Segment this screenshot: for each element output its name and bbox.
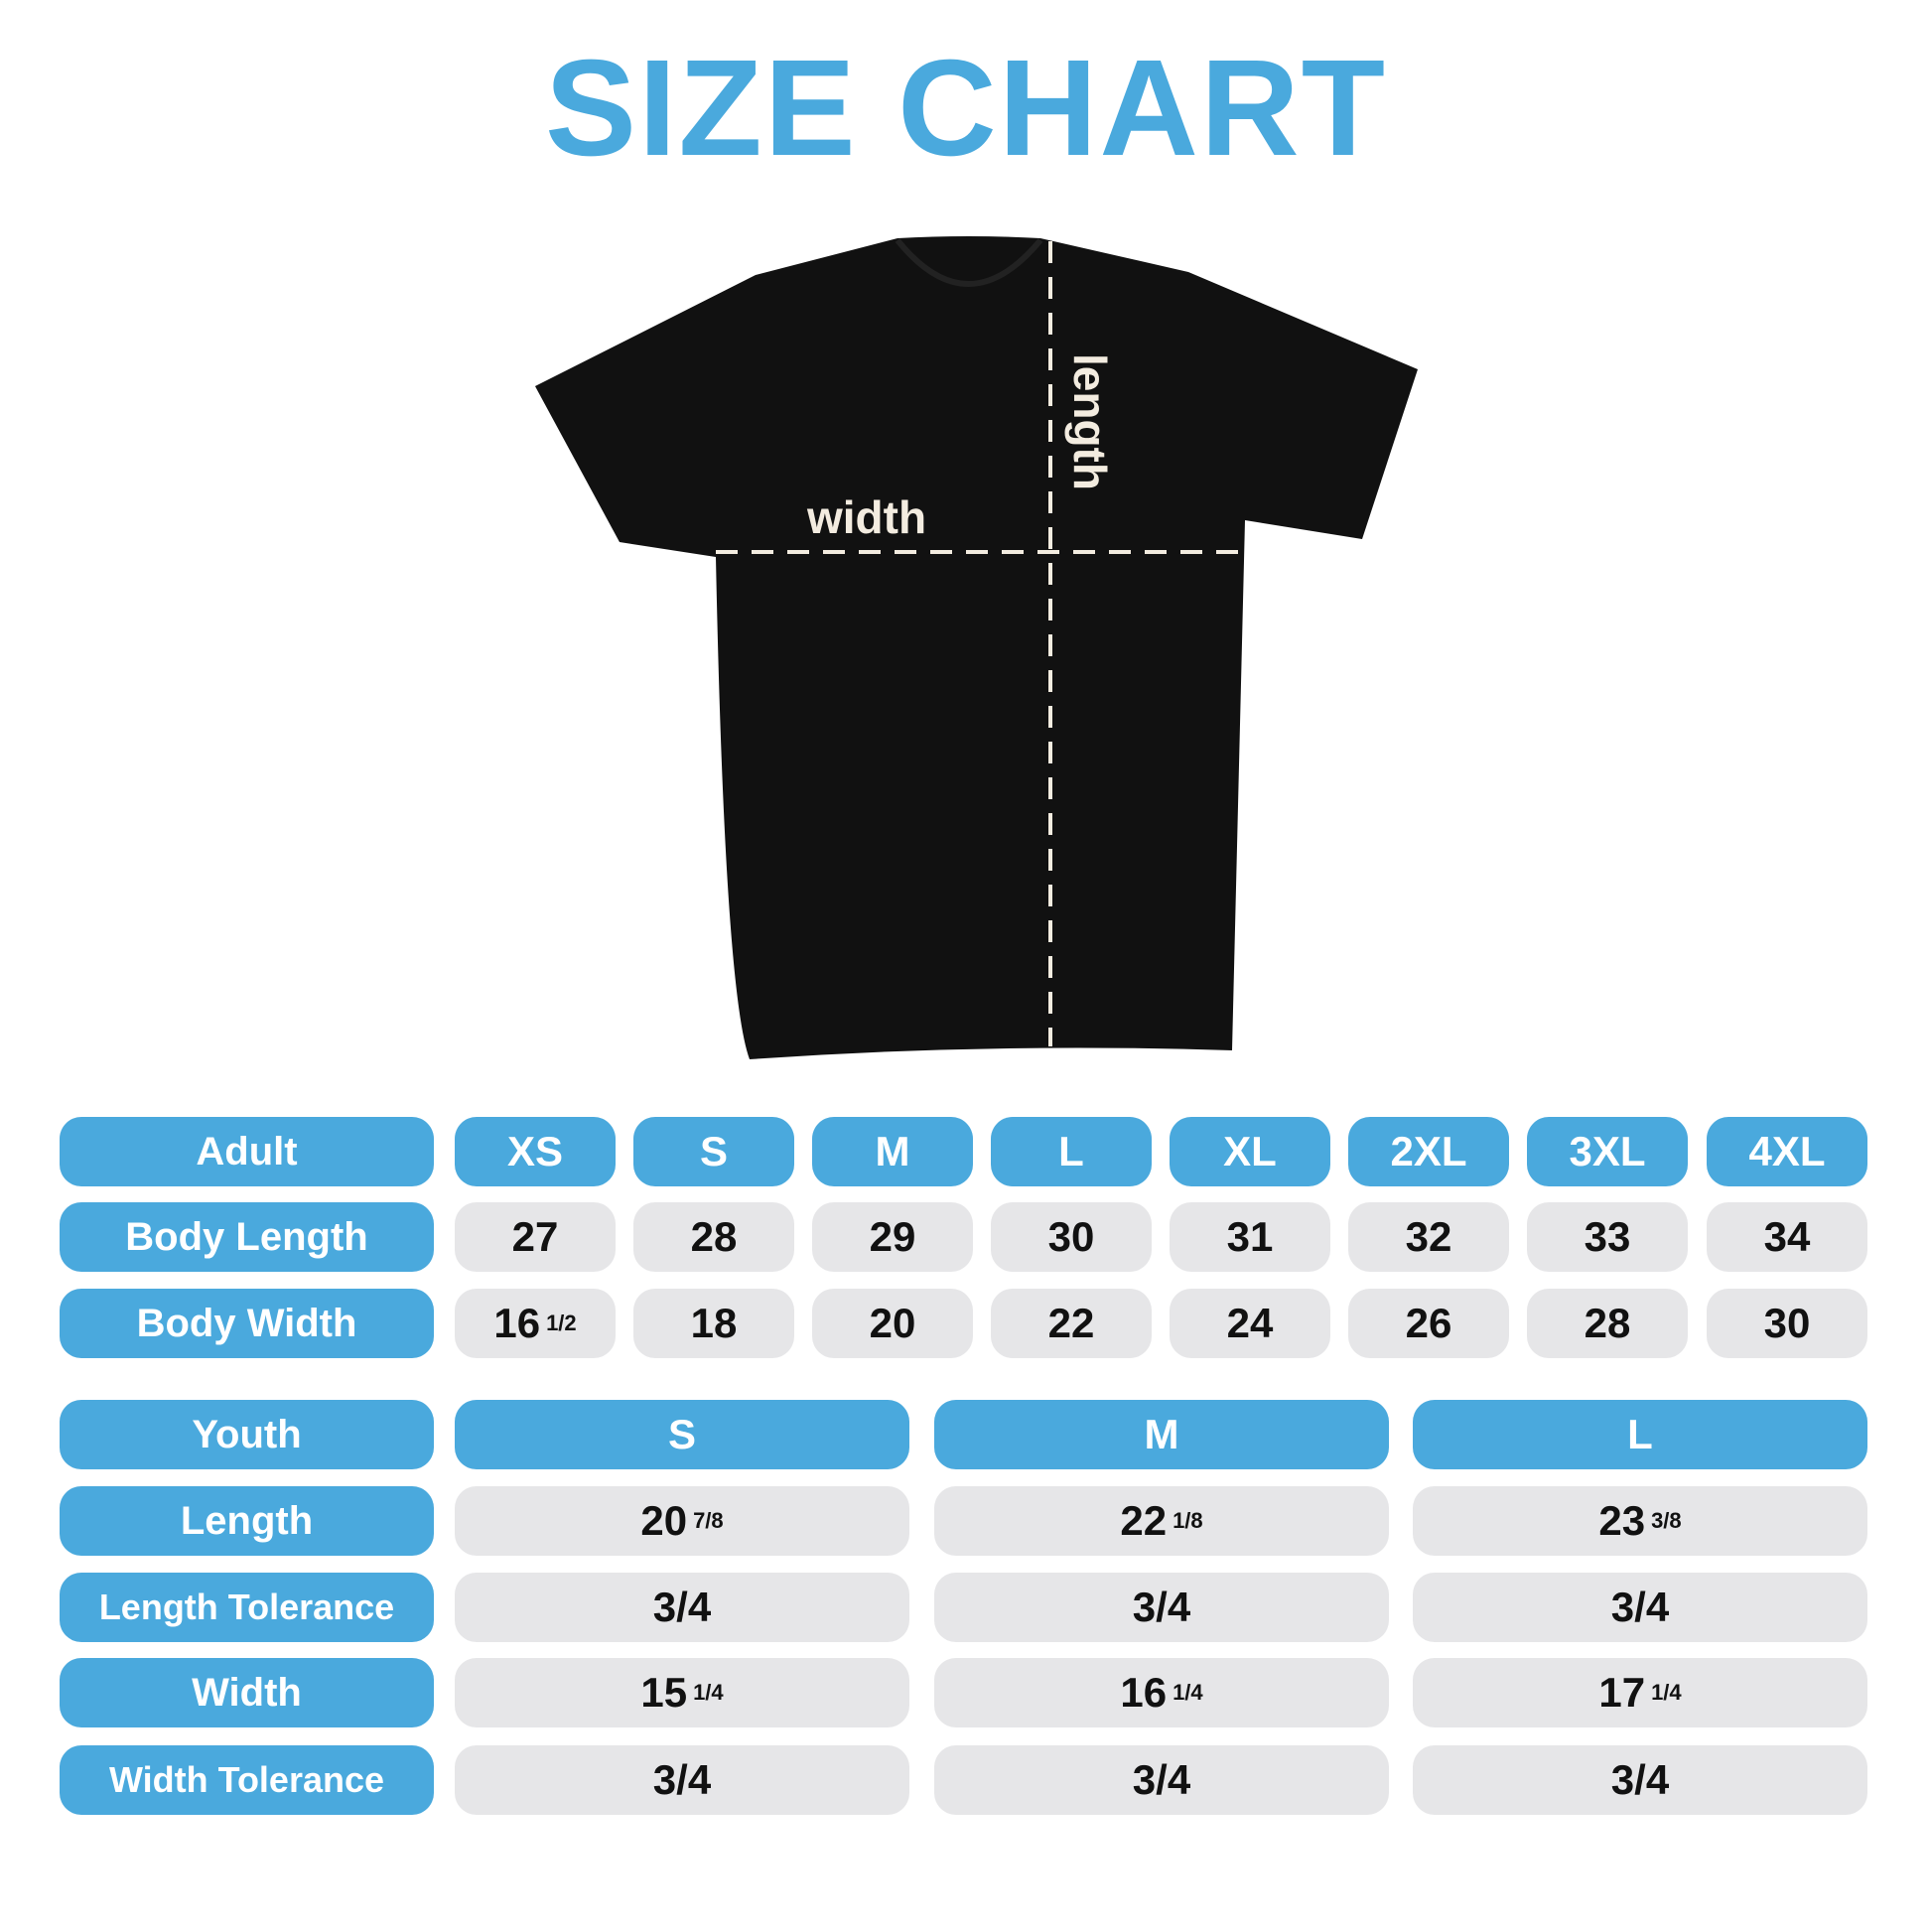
value-whole: 22 bbox=[1120, 1497, 1168, 1544]
value-fraction: 1/2 bbox=[546, 1311, 577, 1335]
value-whole: 3/4 bbox=[1132, 1756, 1191, 1803]
adult-value-cell: 20 bbox=[812, 1289, 973, 1358]
adult-value-cell: 24 bbox=[1170, 1289, 1330, 1358]
adult-value-cell: 34 bbox=[1707, 1202, 1867, 1272]
value-whole: 31 bbox=[1226, 1213, 1274, 1260]
adult-size-header: S bbox=[633, 1117, 794, 1186]
youth-value-cell: 3/4 bbox=[455, 1573, 909, 1642]
youth-row-label: Width bbox=[60, 1658, 434, 1727]
value-whole: 28 bbox=[690, 1213, 738, 1260]
youth-value-cell: 17 1/4 bbox=[1413, 1658, 1867, 1727]
value-whole: 22 bbox=[1047, 1300, 1095, 1346]
value-whole: 27 bbox=[511, 1213, 559, 1260]
youth-row-label: Length bbox=[60, 1486, 434, 1556]
value-whole: 18 bbox=[690, 1300, 738, 1346]
adult-row-label: Body Width bbox=[60, 1289, 434, 1358]
value-whole: 3/4 bbox=[1132, 1584, 1191, 1630]
value-whole: 3/4 bbox=[652, 1756, 712, 1803]
value-whole: 24 bbox=[1226, 1300, 1274, 1346]
value-fraction: 7/8 bbox=[693, 1508, 724, 1533]
value-whole: 30 bbox=[1047, 1213, 1095, 1260]
page-title: SIZE CHART bbox=[545, 32, 1387, 185]
adult-header: Adult bbox=[60, 1117, 434, 1186]
value-fraction: 1/4 bbox=[693, 1680, 724, 1705]
youth-size-header: S bbox=[455, 1400, 909, 1469]
adult-value-cell: 26 bbox=[1348, 1289, 1509, 1358]
value-fraction: 1/8 bbox=[1173, 1508, 1203, 1533]
length-label: length bbox=[1064, 353, 1116, 490]
value-whole: 3/4 bbox=[652, 1584, 712, 1630]
value-whole: 16 bbox=[493, 1300, 541, 1346]
adult-value-cell: 29 bbox=[812, 1202, 973, 1272]
value-whole: 3/4 bbox=[1610, 1756, 1670, 1803]
value-fraction: 3/8 bbox=[1651, 1508, 1682, 1533]
adult-value-cell: 27 bbox=[455, 1202, 616, 1272]
youth-value-cell: 3/4 bbox=[934, 1745, 1389, 1815]
adult-value-cell: 18 bbox=[633, 1289, 794, 1358]
youth-value-cell: 15 1/4 bbox=[455, 1658, 909, 1727]
value-whole: 17 bbox=[1598, 1669, 1646, 1716]
adult-size-header: 4XL bbox=[1707, 1117, 1867, 1186]
adult-size-header: XL bbox=[1170, 1117, 1330, 1186]
adult-value-cell: 31 bbox=[1170, 1202, 1330, 1272]
youth-row-label: Width Tolerance bbox=[60, 1745, 434, 1815]
value-whole: 30 bbox=[1763, 1300, 1811, 1346]
youth-value-cell: 3/4 bbox=[1413, 1745, 1867, 1815]
value-fraction: 1/4 bbox=[1173, 1680, 1203, 1705]
youth-value-cell: 23 3/8 bbox=[1413, 1486, 1867, 1556]
value-whole: 33 bbox=[1584, 1213, 1631, 1260]
adult-row-label: Body Length bbox=[60, 1202, 434, 1272]
value-fraction: 1/4 bbox=[1651, 1680, 1682, 1705]
adult-value-cell: 28 bbox=[1527, 1289, 1688, 1358]
value-whole: 26 bbox=[1405, 1300, 1452, 1346]
youth-size-header: L bbox=[1413, 1400, 1867, 1469]
value-whole: 3/4 bbox=[1610, 1584, 1670, 1630]
youth-value-cell: 3/4 bbox=[1413, 1573, 1867, 1642]
youth-row-label: Length Tolerance bbox=[60, 1573, 434, 1642]
width-label: width bbox=[806, 491, 926, 543]
value-whole: 20 bbox=[869, 1300, 916, 1346]
youth-header: Youth bbox=[60, 1400, 434, 1469]
youth-value-cell: 22 1/8 bbox=[934, 1486, 1389, 1556]
youth-value-cell: 20 7/8 bbox=[455, 1486, 909, 1556]
value-whole: 29 bbox=[869, 1213, 916, 1260]
adult-value-cell: 32 bbox=[1348, 1202, 1509, 1272]
value-whole: 32 bbox=[1405, 1213, 1452, 1260]
adult-size-header: M bbox=[812, 1117, 973, 1186]
adult-size-header: L bbox=[991, 1117, 1152, 1186]
adult-value-cell: 16 1/2 bbox=[455, 1289, 616, 1358]
value-whole: 34 bbox=[1763, 1213, 1811, 1260]
youth-value-cell: 3/4 bbox=[934, 1573, 1389, 1642]
youth-size-header: M bbox=[934, 1400, 1389, 1469]
adult-size-header: 2XL bbox=[1348, 1117, 1509, 1186]
youth-value-cell: 16 1/4 bbox=[934, 1658, 1389, 1727]
adult-size-header: XS bbox=[455, 1117, 616, 1186]
adult-value-cell: 28 bbox=[633, 1202, 794, 1272]
value-whole: 15 bbox=[640, 1669, 688, 1716]
adult-size-header: 3XL bbox=[1527, 1117, 1688, 1186]
value-whole: 16 bbox=[1120, 1669, 1168, 1716]
adult-value-cell: 30 bbox=[991, 1202, 1152, 1272]
value-whole: 28 bbox=[1584, 1300, 1631, 1346]
collar bbox=[895, 238, 1043, 287]
adult-value-cell: 30 bbox=[1707, 1289, 1867, 1358]
adult-value-cell: 33 bbox=[1527, 1202, 1688, 1272]
value-whole: 20 bbox=[640, 1497, 688, 1544]
adult-value-cell: 22 bbox=[991, 1289, 1152, 1358]
tshirt-shape bbox=[535, 236, 1418, 1059]
value-whole: 23 bbox=[1598, 1497, 1646, 1544]
youth-value-cell: 3/4 bbox=[455, 1745, 909, 1815]
